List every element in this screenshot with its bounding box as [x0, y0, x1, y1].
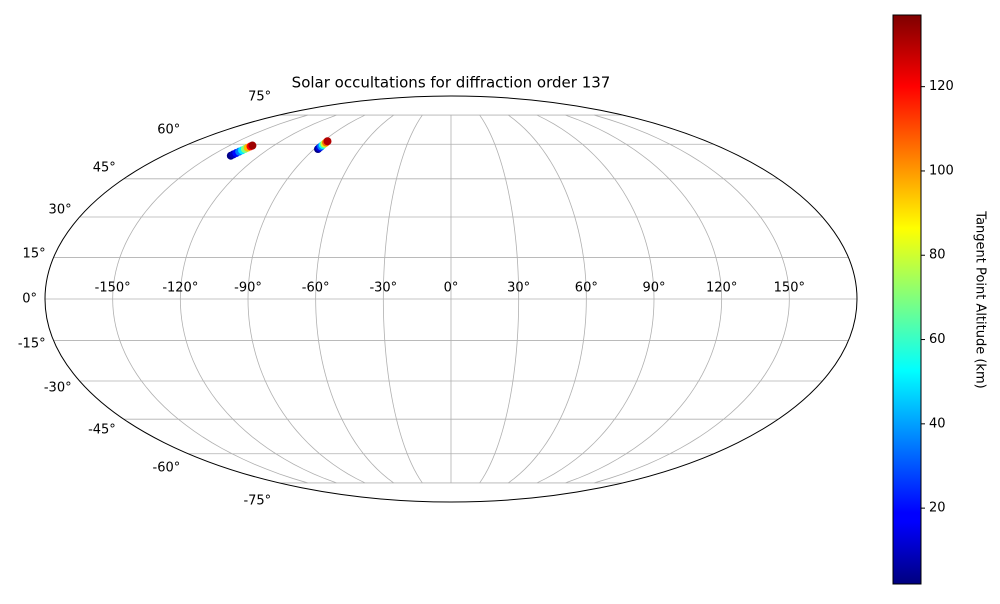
data-point — [323, 137, 332, 146]
y-tick-label: 30° — [49, 202, 72, 217]
grid-line — [179, 114, 337, 484]
grid-line — [247, 114, 366, 484]
chart-title: Solar occultations for diffraction order… — [292, 74, 611, 92]
colorbar-label: Tangent Point Altitude (km) — [973, 210, 988, 388]
grid-line — [315, 114, 394, 484]
grid-line — [112, 114, 308, 484]
y-tick-label: 75° — [248, 90, 271, 105]
colorbar-tick-label: 80 — [929, 248, 946, 263]
x-tick-label: -90° — [234, 281, 262, 296]
x-tick-label: -150° — [95, 281, 131, 296]
grid-line — [508, 114, 587, 484]
colorbar-tick-label: 60 — [929, 332, 946, 347]
colorbar-tick-label: 40 — [929, 416, 946, 431]
map-boundary — [44, 95, 858, 503]
y-tick-label: 45° — [93, 161, 116, 176]
x-tick-label: 90° — [642, 281, 665, 296]
grid-line — [479, 114, 520, 484]
grid-line — [565, 114, 723, 484]
x-tick-label: 150° — [774, 281, 805, 296]
x-tick-label: 60° — [575, 281, 598, 296]
x-tick-label: 0° — [444, 281, 459, 296]
y-tick-label: -15° — [18, 337, 46, 352]
y-tick-label: 15° — [23, 246, 46, 261]
colorbar-tick-label: 20 — [929, 501, 946, 516]
colorbar-tick-label: 120 — [929, 79, 954, 94]
grid-line — [536, 114, 655, 484]
colorbar — [892, 14, 922, 585]
x-tick-label: 30° — [507, 281, 530, 296]
y-tick-label: 60° — [157, 122, 180, 137]
y-tick-label: 0° — [22, 292, 37, 307]
x-tick-label: -30° — [369, 281, 397, 296]
y-tick-label: -75° — [243, 493, 271, 508]
grid-line — [594, 114, 790, 484]
x-tick-label: 120° — [706, 281, 737, 296]
x-tick-label: -60° — [302, 281, 330, 296]
x-tick-label: -120° — [162, 281, 198, 296]
grid-line — [382, 114, 423, 484]
data-point — [248, 141, 257, 150]
y-tick-label: -60° — [153, 461, 181, 476]
y-tick-label: -45° — [88, 422, 116, 437]
y-tick-label: -30° — [44, 381, 72, 396]
colorbar-tick-label: 100 — [929, 163, 954, 178]
